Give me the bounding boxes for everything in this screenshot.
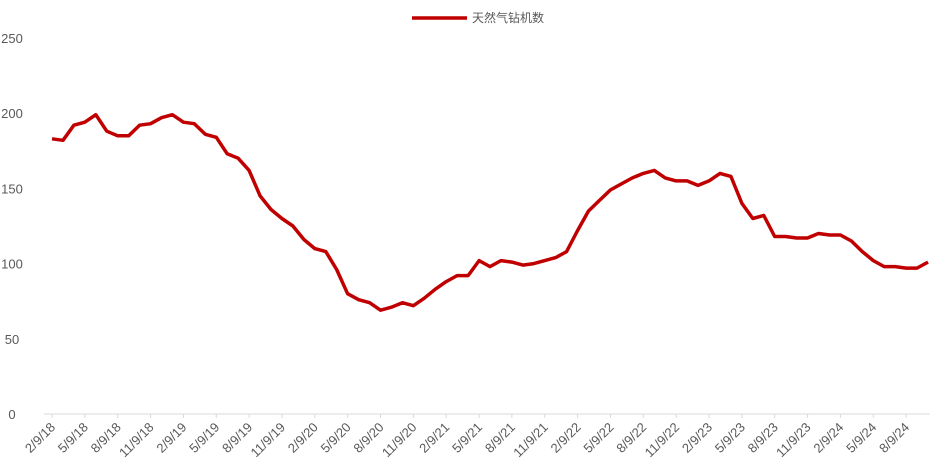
x-tick-label: 5/9/22 xyxy=(580,420,616,456)
x-tick-label: 2/9/23 xyxy=(679,420,715,456)
x-tick-label: 11/9/21 xyxy=(510,420,551,461)
y-tick-label: 150 xyxy=(1,181,23,196)
x-tick-label: 5/9/18 xyxy=(55,420,91,456)
data-line xyxy=(51,112,929,312)
y-tick-label: 200 xyxy=(1,106,23,121)
x-tick-label: 11/9/22 xyxy=(642,420,683,461)
x-tick-label: 11/9/23 xyxy=(773,420,814,461)
x-tick-label: 5/9/24 xyxy=(843,420,879,456)
x-tick-label: 2/9/18 xyxy=(22,420,58,456)
x-tick-label: 5/9/20 xyxy=(318,420,354,456)
x-tick-label: 2/9/21 xyxy=(416,420,452,456)
x-tick-label: 2/9/24 xyxy=(810,420,846,456)
x-tick-label: 8/9/24 xyxy=(876,420,912,456)
x-tick-label: 11/9/20 xyxy=(379,420,420,461)
x-tick-label: 2/9/20 xyxy=(285,420,321,456)
x-tick-label: 11/9/19 xyxy=(247,420,288,461)
x-tick-label: 5/9/19 xyxy=(186,420,222,456)
x-tick-label: 5/9/21 xyxy=(449,420,485,456)
y-tick-label: 0 xyxy=(8,407,15,422)
x-tick-label: 2/9/22 xyxy=(548,420,584,456)
x-tick-label: 5/9/23 xyxy=(712,420,748,456)
y-tick-label: 100 xyxy=(1,257,23,272)
y-tick-label: 250 xyxy=(1,31,23,46)
x-tick-label: 2/9/19 xyxy=(153,420,189,456)
y-tick-label: 50 xyxy=(5,332,19,347)
legend-label: 天然气钻机数 xyxy=(472,10,544,25)
x-tick-label: 11/9/18 xyxy=(116,420,157,461)
